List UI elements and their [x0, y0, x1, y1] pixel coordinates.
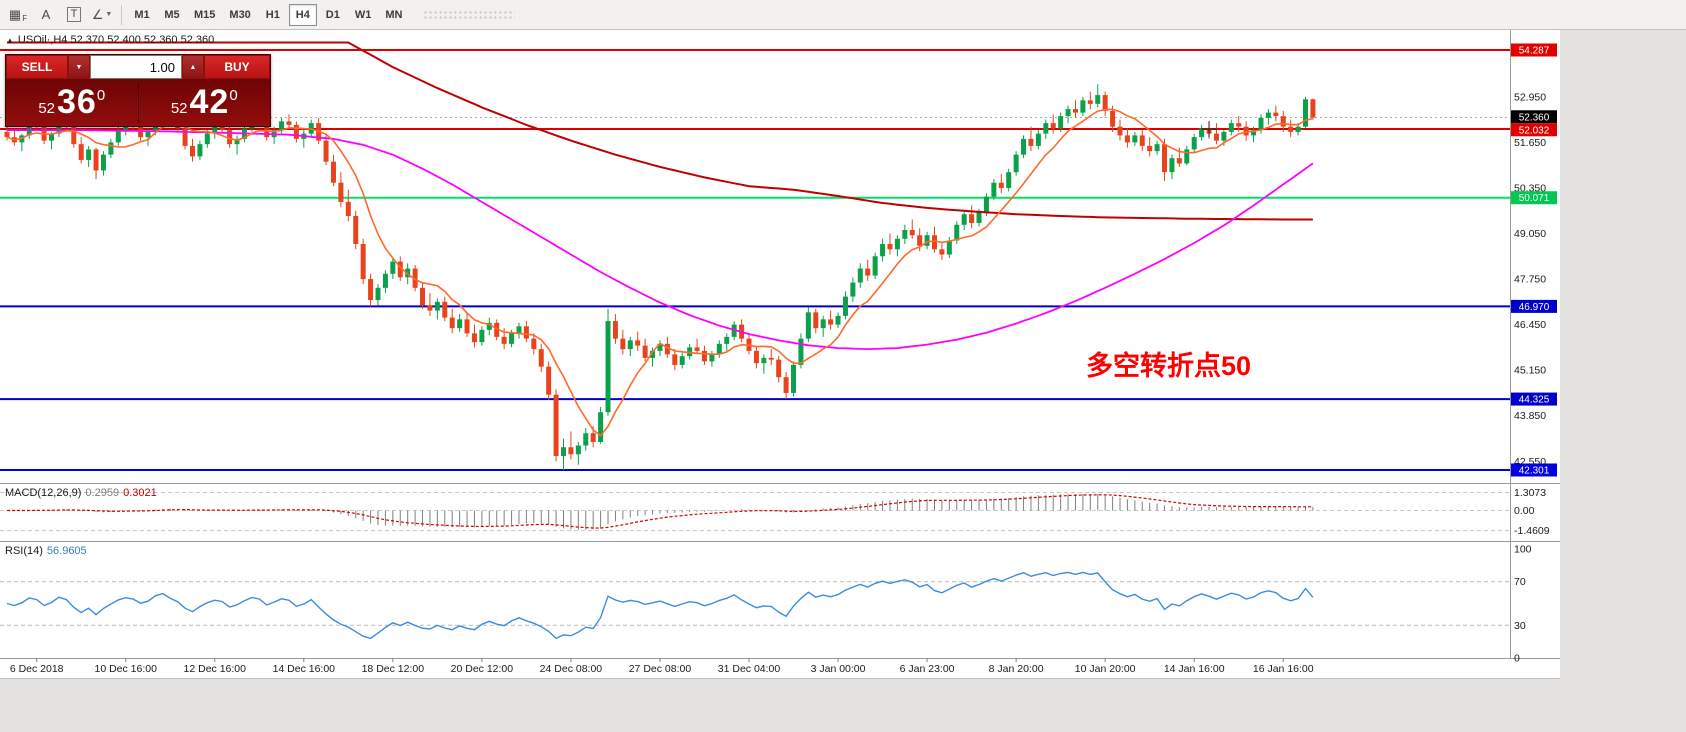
sell-price[interactable]: 52360: [38, 83, 106, 121]
svg-text:42.301: 42.301: [1519, 465, 1550, 476]
timeframe-m1-button[interactable]: M1: [128, 4, 156, 26]
svg-text:10 Jan 20:00: 10 Jan 20:00: [1075, 663, 1136, 675]
svg-text:47.750: 47.750: [1514, 274, 1546, 286]
svg-text:18 Dec 12:00: 18 Dec 12:00: [362, 663, 425, 675]
chart-canvas[interactable]: 52.95051.65050.35049.05047.75046.45045.1…: [0, 30, 1560, 678]
svg-text:27 Dec 08:00: 27 Dec 08:00: [629, 663, 692, 675]
grid-glyph: ▦: [8, 6, 22, 22]
svg-text:46.970: 46.970: [1519, 302, 1550, 313]
svg-text:0.00: 0.00: [1514, 505, 1535, 517]
timeframe-h4-button[interactable]: H4: [288, 3, 317, 26]
timeframe-h1-button[interactable]: H1: [259, 4, 287, 26]
timeframe-m30-button[interactable]: M30: [223, 4, 256, 26]
svg-text:43.850: 43.850: [1514, 410, 1546, 422]
buy-button[interactable]: BUY: [204, 55, 270, 79]
timeframe-mn-button[interactable]: MN: [379, 4, 408, 26]
timeframe-m5-button[interactable]: M5: [158, 4, 186, 26]
svg-text:100: 100: [1514, 544, 1532, 556]
timeframe-w1-button[interactable]: W1: [349, 4, 378, 26]
macd-label: MACD(12,26,9) 0.2959 0.3021: [5, 487, 157, 499]
chevron-down-icon: ▼: [105, 11, 113, 18]
svg-text:52.950: 52.950: [1514, 91, 1546, 103]
grid-sub: F: [22, 13, 28, 23]
svg-text:14 Jan 16:00: 14 Jan 16:00: [1164, 663, 1225, 675]
svg-text:0: 0: [1514, 653, 1520, 665]
svg-text:-1.4609: -1.4609: [1514, 525, 1550, 537]
svg-text:46.450: 46.450: [1514, 319, 1546, 331]
caret-down-icon: ▼: [75, 63, 83, 71]
svg-text:6 Dec 2018: 6 Dec 2018: [10, 663, 64, 675]
svg-text:6 Jan 23:00: 6 Jan 23:00: [900, 663, 955, 675]
toolbar: ▦ F A T ∠ ▼ M1 M5 M15 M30 H1 H4 D1 W1 MN: [0, 0, 1686, 30]
svg-text:52.360: 52.360: [1519, 112, 1550, 123]
draw-tools-icon[interactable]: ∠ ▼: [91, 6, 113, 22]
price-divider: [137, 82, 139, 123]
pattern-grid-icon[interactable]: ▦ F: [4, 4, 32, 26]
svg-text:14 Dec 16:00: 14 Dec 16:00: [273, 663, 336, 675]
volume-up-button[interactable]: ▲: [182, 55, 204, 79]
svg-text:54.287: 54.287: [1519, 46, 1550, 57]
right-empty-panel: [1560, 30, 1686, 731]
buy-price[interactable]: 52420: [170, 83, 238, 121]
svg-text:12 Dec 16:00: 12 Dec 16:00: [184, 663, 247, 675]
timeframe-d1-button[interactable]: D1: [319, 4, 347, 26]
toolbar-separator: [121, 4, 122, 25]
volume-down-button[interactable]: ▼: [68, 55, 90, 79]
timeframe-m15-button[interactable]: M15: [188, 4, 221, 26]
svg-text:24 Dec 08:00: 24 Dec 08:00: [540, 663, 603, 675]
toolbar-grip[interactable]: [423, 9, 516, 20]
chart-annotation: 多空转折点50: [1086, 351, 1252, 381]
svg-text:45.150: 45.150: [1514, 365, 1546, 377]
svg-text:52.032: 52.032: [1519, 125, 1550, 136]
ohlc-values: 52.370 52.400 52.360 52.360: [70, 34, 215, 46]
svg-text:3 Jan 00:00: 3 Jan 00:00: [811, 663, 866, 675]
macd-signal-value: 0.3021: [123, 487, 157, 499]
svg-text:50.071: 50.071: [1519, 193, 1550, 204]
chart-title: ▲ USOil·,H4 52.370 52.400 52.360 52.360: [6, 34, 214, 46]
svg-text:20 Dec 12:00: 20 Dec 12:00: [451, 663, 514, 675]
status-strip: [0, 678, 1560, 732]
svg-text:10 Dec 16:00: 10 Dec 16:00: [94, 663, 157, 675]
svg-text:49.050: 49.050: [1514, 228, 1546, 240]
svg-text:44.325: 44.325: [1519, 395, 1550, 406]
volume-input[interactable]: [90, 55, 182, 79]
one-click-trading-panel: SELL ▼ ▲ BUY 52360 52420: [5, 54, 271, 127]
rsi-value: 56.9605: [46, 545, 87, 557]
text-label-icon[interactable]: A: [41, 7, 51, 22]
caret-up-icon: ▲: [189, 63, 197, 71]
symbol-period-label: USOil·,H4: [17, 34, 68, 46]
svg-text:70: 70: [1514, 576, 1526, 588]
text-box-icon[interactable]: T: [60, 4, 88, 26]
sell-button[interactable]: SELL: [6, 55, 68, 79]
one-click-collapse-icon[interactable]: ▲: [6, 36, 14, 45]
svg-text:30: 30: [1514, 620, 1526, 632]
svg-text:1.3073: 1.3073: [1514, 487, 1546, 499]
svg-text:16 Jan 16:00: 16 Jan 16:00: [1253, 663, 1314, 675]
macd-main-value: 0.2959: [85, 487, 120, 499]
svg-text:51.650: 51.650: [1514, 137, 1546, 149]
svg-text:8 Jan 20:00: 8 Jan 20:00: [989, 663, 1044, 675]
rsi-label: RSI(14) 56.9605: [5, 545, 87, 557]
svg-text:31 Dec 04:00: 31 Dec 04:00: [718, 663, 781, 675]
